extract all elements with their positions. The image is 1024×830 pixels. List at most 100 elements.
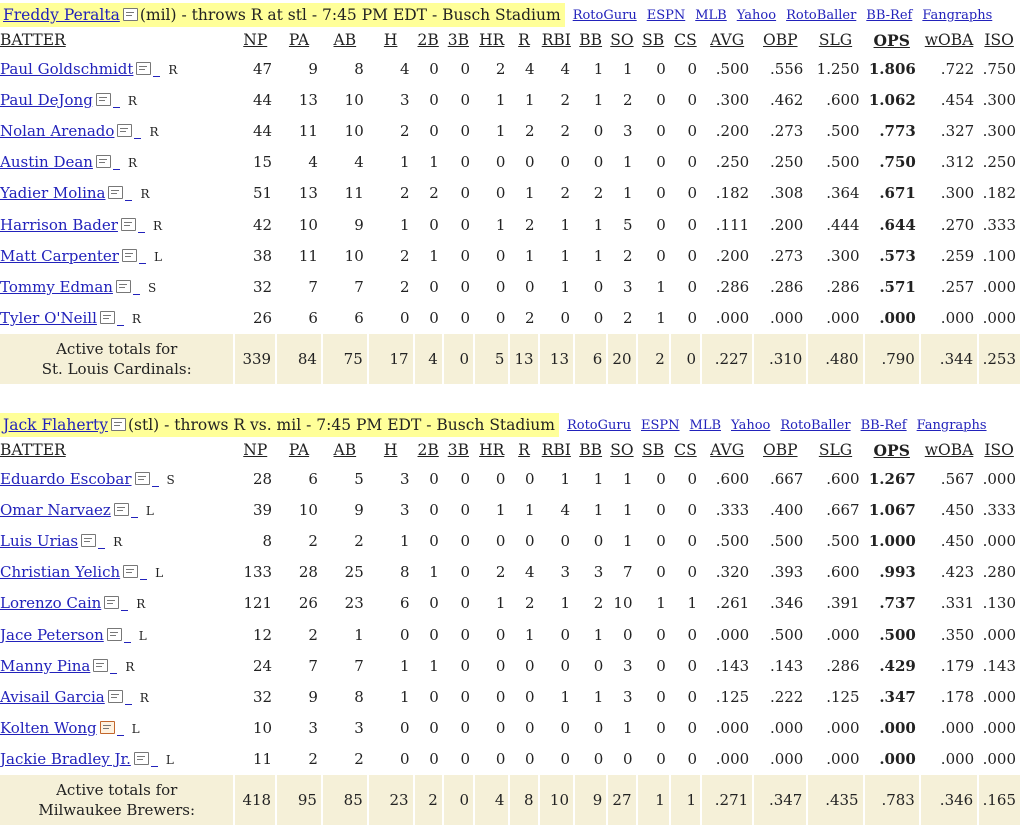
col-header-iso[interactable]: ISO	[984, 31, 1014, 49]
link-mlb[interactable]: MLB	[695, 7, 727, 23]
col-header-cs[interactable]: CS	[674, 31, 697, 49]
link-rotoguru[interactable]: RotoGuru	[572, 7, 637, 23]
link-espn[interactable]: ESPN	[646, 7, 686, 23]
col-header-avg[interactable]: AVG	[710, 31, 745, 49]
note-icon[interactable]	[81, 533, 97, 547]
col-header-avg[interactable]: AVG	[710, 441, 745, 459]
stat-3b: 0	[460, 563, 470, 582]
player-name-link[interactable]: Jackie Bradley Jr.	[0, 750, 131, 769]
col-header-ops[interactable]: OPS	[873, 440, 910, 460]
link-bbref[interactable]: BB-Ref	[860, 417, 907, 433]
note-icon[interactable]	[136, 61, 152, 75]
player-name-link[interactable]: Austin Dean	[0, 153, 93, 172]
col-header-np[interactable]: NP	[243, 441, 268, 459]
link-bbref[interactable]: BB-Ref	[866, 7, 913, 23]
col-header-np[interactable]: NP	[243, 31, 268, 49]
note-icon[interactable]	[93, 658, 109, 672]
player-name-link[interactable]: Omar Narvaez	[0, 500, 111, 519]
col-header-r[interactable]: R	[518, 31, 530, 49]
col-header-slg[interactable]: SLG	[818, 31, 853, 49]
col-header-rbi[interactable]: RBI	[541, 441, 571, 459]
player-name-link[interactable]: Jace Peterson	[0, 625, 104, 644]
note-icon[interactable]	[121, 248, 137, 262]
player-name-link[interactable]: Christian Yelich	[0, 563, 121, 582]
note-icon[interactable]	[117, 123, 133, 137]
stat-ab: 9	[354, 500, 364, 519]
link-fangraphs[interactable]: Fangraphs	[922, 7, 993, 23]
player-name-link[interactable]: Lorenzo Cain	[0, 594, 102, 613]
note-icon[interactable]	[133, 752, 149, 766]
player-name-link[interactable]: Paul DeJong	[0, 90, 93, 109]
link-fangraphs[interactable]: Fangraphs	[916, 417, 987, 433]
col-header-rbi[interactable]: RBI	[541, 31, 571, 49]
col-header-2b[interactable]: 2B	[417, 31, 439, 49]
col-header-woba[interactable]: wOBA	[924, 441, 974, 459]
player-name-link[interactable]: Avisail Garcia	[0, 687, 105, 706]
col-header-r[interactable]: R	[518, 441, 530, 459]
link-rotoguru[interactable]: RotoGuru	[566, 417, 631, 433]
col-header-h[interactable]: H	[383, 31, 398, 49]
col-header-h[interactable]: H	[383, 441, 398, 459]
pitcher-name-link[interactable]: Freddy Peralta	[3, 6, 120, 24]
col-header-3b[interactable]: 3B	[447, 31, 469, 49]
link-rotoballer[interactable]: RotoBaller	[780, 417, 851, 433]
col-header-hr[interactable]: HR	[479, 441, 505, 459]
totals-row: Active totals for St. Louis Cardinals: 339…	[0, 333, 1020, 384]
injury-note-icon[interactable]	[99, 721, 115, 735]
player-name-link[interactable]: Matt Carpenter	[0, 246, 119, 265]
link-rotoballer[interactable]: RotoBaller	[786, 7, 857, 23]
note-icon[interactable]	[134, 471, 150, 485]
bats-hand: R	[139, 690, 149, 705]
note-icon[interactable]	[113, 502, 129, 516]
link-yahoo[interactable]: Yahoo	[736, 7, 777, 23]
player-name-link[interactable]: Nolan Arenado	[0, 121, 115, 140]
player-name-link[interactable]: Tyler O'Neill	[0, 309, 97, 328]
note-icon[interactable]	[110, 418, 126, 431]
col-header-2b[interactable]: 2B	[417, 441, 439, 459]
note-icon[interactable]	[95, 92, 111, 106]
col-header-cs[interactable]: CS	[674, 441, 697, 459]
col-header-ops[interactable]: OPS	[873, 30, 910, 50]
col-header-hr[interactable]: HR	[479, 31, 505, 49]
col-header-so[interactable]: SO	[610, 441, 634, 459]
col-header-bb[interactable]: BB	[579, 31, 603, 49]
col-header-batter[interactable]: BATTER	[0, 441, 66, 459]
player-name-link[interactable]: Harrison Bader	[0, 215, 118, 234]
col-header-slg[interactable]: SLG	[818, 441, 853, 459]
note-icon[interactable]	[107, 689, 123, 703]
col-header-batter[interactable]: BATTER	[0, 31, 66, 49]
col-header-ab[interactable]: AB	[333, 31, 357, 49]
col-header-pa[interactable]: PA	[288, 441, 310, 459]
note-icon[interactable]	[106, 627, 122, 641]
col-header-woba[interactable]: wOBA	[924, 31, 974, 49]
player-name-link[interactable]: Eduardo Escobar	[0, 469, 132, 488]
col-header-ab[interactable]: AB	[333, 441, 357, 459]
col-header-obp[interactable]: OBP	[763, 31, 798, 49]
link-espn[interactable]: ESPN	[640, 417, 680, 433]
col-header-sb[interactable]: SB	[642, 441, 665, 459]
note-icon[interactable]	[104, 596, 120, 610]
player-name-link[interactable]: Yadier Molina	[0, 184, 106, 203]
col-header-bb[interactable]: BB	[579, 441, 603, 459]
player-name-link[interactable]: Manny Pina	[0, 656, 91, 675]
note-icon[interactable]	[99, 311, 115, 325]
player-name-link[interactable]: Paul Goldschmidt	[0, 59, 134, 78]
player-name-link[interactable]: Tommy Edman	[0, 277, 113, 296]
note-icon[interactable]	[108, 186, 124, 200]
note-icon[interactable]	[115, 279, 131, 293]
col-header-so[interactable]: SO	[610, 31, 634, 49]
note-icon[interactable]	[120, 217, 136, 231]
note-icon[interactable]	[95, 155, 111, 169]
col-header-pa[interactable]: PA	[288, 31, 310, 49]
col-header-obp[interactable]: OBP	[763, 441, 798, 459]
col-header-sb[interactable]: SB	[642, 31, 665, 49]
link-yahoo[interactable]: Yahoo	[731, 417, 771, 433]
player-name-link[interactable]: Luis Urias	[0, 531, 79, 550]
note-icon[interactable]	[123, 565, 139, 579]
link-mlb[interactable]: MLB	[689, 417, 722, 433]
col-header-iso[interactable]: ISO	[984, 441, 1014, 459]
player-name-link[interactable]: Kolten Wong	[0, 719, 97, 738]
pitcher-name-link[interactable]: Jack Flaherty	[3, 416, 108, 434]
note-icon[interactable]	[122, 8, 138, 21]
col-header-3b[interactable]: 3B	[447, 441, 469, 459]
